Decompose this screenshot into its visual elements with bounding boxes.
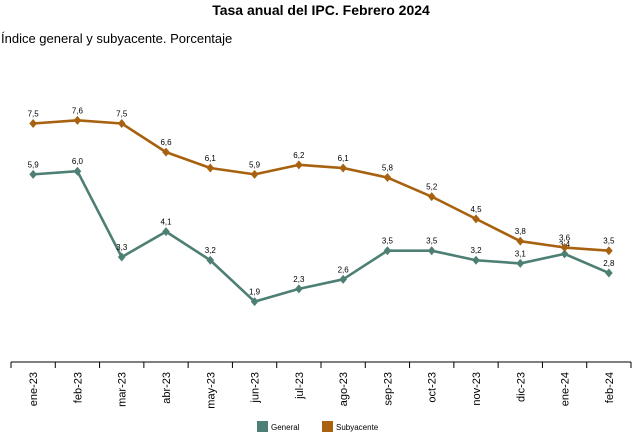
x-tick-label: may-23 bbox=[205, 372, 217, 409]
series-line-general bbox=[33, 169, 610, 303]
series-line-subyacente bbox=[33, 119, 609, 252]
data-point bbox=[472, 255, 480, 265]
data-label: 6,1 bbox=[338, 154, 350, 163]
x-tick-label: ene-24 bbox=[560, 372, 572, 406]
data-point bbox=[339, 274, 347, 284]
data-point bbox=[73, 166, 82, 176]
data-label: 5,2 bbox=[426, 183, 438, 192]
data-point bbox=[117, 119, 126, 128]
data-label: 3,8 bbox=[515, 227, 527, 236]
data-label: 3,2 bbox=[205, 246, 217, 255]
x-tick-label: ene-23 bbox=[28, 372, 40, 406]
x-tick-label: feb-24 bbox=[604, 372, 616, 403]
data-label: 3,5 bbox=[426, 237, 438, 246]
legend-swatch bbox=[257, 421, 268, 432]
data-label: 5,9 bbox=[249, 160, 261, 169]
data-point bbox=[516, 236, 525, 246]
data-point bbox=[295, 160, 303, 170]
data-point bbox=[383, 246, 392, 256]
data-point bbox=[560, 249, 569, 259]
data-point bbox=[516, 258, 525, 268]
data-point bbox=[472, 214, 480, 224]
data-point bbox=[339, 163, 347, 173]
x-tick-label: nov-23 bbox=[471, 372, 483, 406]
data-label: 3,1 bbox=[515, 249, 527, 258]
chart-title: Tasa anual del IPC. Febrero 2024 bbox=[212, 2, 430, 18]
data-point bbox=[605, 246, 613, 256]
data-point bbox=[250, 297, 259, 307]
x-tick-label: mar-23 bbox=[117, 372, 129, 407]
data-label: 2,3 bbox=[293, 275, 305, 284]
data-label: 3,5 bbox=[382, 237, 394, 246]
data-label: 3,6 bbox=[559, 234, 571, 243]
data-point bbox=[29, 119, 37, 128]
x-tick-label: jul-23 bbox=[294, 372, 306, 400]
data-label: 5,9 bbox=[28, 160, 40, 169]
data-point bbox=[383, 173, 392, 183]
data-label: 3,2 bbox=[470, 246, 482, 255]
chart-subtitle: Índice general y subyacente. Porcentaje bbox=[1, 31, 233, 46]
data-label: 2,6 bbox=[338, 265, 350, 274]
legend-label: Subyacente bbox=[336, 423, 379, 432]
data-label: 4,5 bbox=[470, 205, 482, 214]
data-label: 2,8 bbox=[603, 259, 615, 268]
x-tick-label: oct-23 bbox=[427, 372, 439, 403]
data-label: 6,1 bbox=[205, 154, 217, 163]
x-tick-label: ago-23 bbox=[338, 372, 350, 406]
data-point bbox=[295, 284, 303, 294]
data-label: 7,5 bbox=[116, 110, 128, 119]
x-tick-label: abr-23 bbox=[161, 372, 173, 404]
data-label: 5,8 bbox=[382, 164, 394, 173]
data-label: 7,6 bbox=[72, 106, 84, 115]
data-label: 6,0 bbox=[72, 157, 84, 166]
legend-label: General bbox=[271, 423, 300, 432]
data-label: 7,5 bbox=[28, 110, 40, 119]
data-label: 6,6 bbox=[160, 138, 172, 147]
legend-swatch bbox=[322, 421, 333, 432]
data-point bbox=[427, 192, 436, 202]
data-point bbox=[206, 163, 215, 173]
data-point bbox=[29, 169, 37, 179]
data-point bbox=[560, 243, 569, 253]
data-label: 6,2 bbox=[293, 151, 305, 160]
x-tick-label: feb-23 bbox=[72, 372, 84, 403]
data-point bbox=[73, 115, 82, 125]
data-point bbox=[117, 252, 126, 262]
data-label: 4,1 bbox=[160, 218, 172, 227]
data-label: 1,9 bbox=[249, 288, 261, 297]
data-point bbox=[206, 255, 215, 265]
x-tick-label: sep-23 bbox=[382, 372, 394, 406]
data-point bbox=[427, 246, 436, 256]
data-point bbox=[162, 147, 170, 157]
x-tick-label: jun-23 bbox=[250, 372, 262, 404]
data-point bbox=[250, 169, 259, 179]
data-point bbox=[605, 268, 613, 278]
data-point bbox=[162, 227, 170, 237]
x-tick-label: dic-23 bbox=[515, 372, 527, 402]
data-label: 3,3 bbox=[116, 243, 128, 252]
data-label: 3,5 bbox=[603, 237, 615, 246]
